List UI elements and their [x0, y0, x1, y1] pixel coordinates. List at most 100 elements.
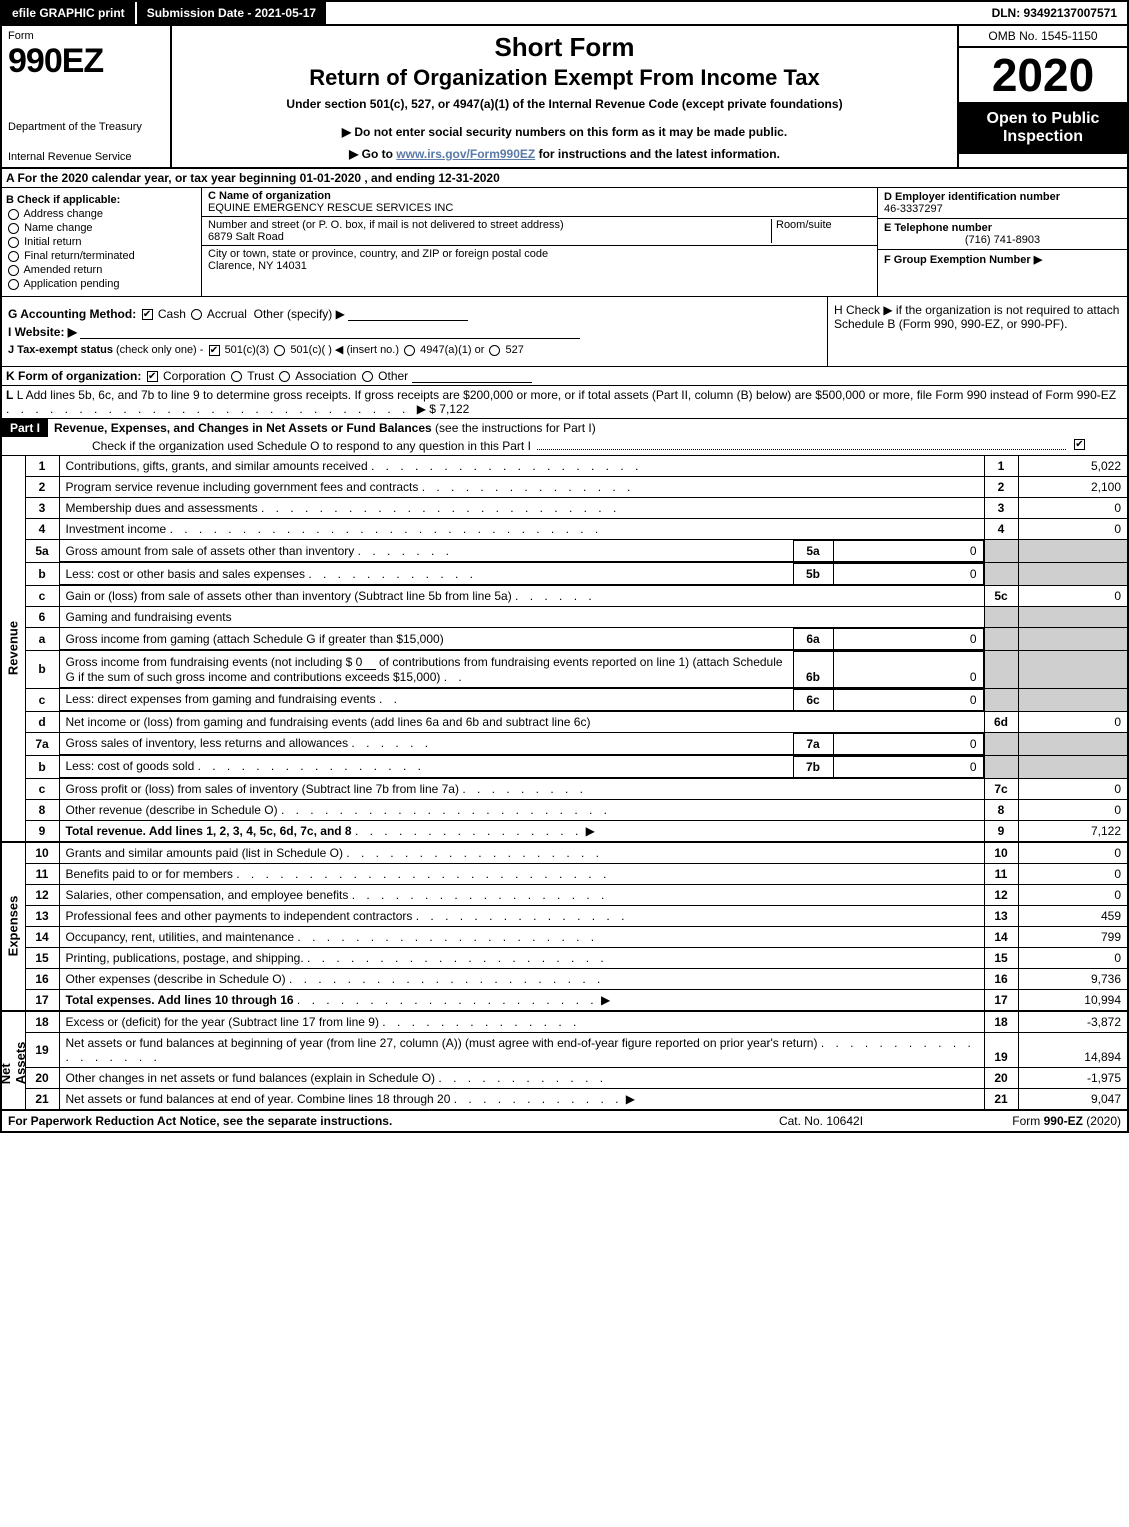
check-cash[interactable]: ✔: [142, 309, 153, 320]
check-schedule-o[interactable]: ✔: [1074, 439, 1085, 450]
page-footer: For Paperwork Reduction Act Notice, see …: [0, 1110, 1129, 1133]
footer-paperwork: For Paperwork Reduction Act Notice, see …: [8, 1114, 721, 1128]
form-meta-box: OMB No. 1545-1150 2020 Open to Public In…: [957, 26, 1127, 167]
l6b-amt-gray: [1018, 651, 1128, 689]
line-13: 13 Professional fees and other payments …: [1, 905, 1128, 926]
section-def: D Employer identification number 46-3337…: [877, 188, 1127, 296]
l6-num: 6: [25, 607, 59, 628]
l5a-text: Gross amount from sale of assets other t…: [66, 544, 355, 558]
l15-box: 15: [984, 947, 1018, 968]
check-501c[interactable]: [274, 345, 285, 356]
l2-num: 2: [25, 477, 59, 498]
l19-text: Net assets or fund balances at beginning…: [66, 1036, 818, 1050]
line-18: Net Assets 18 Excess or (deficit) for th…: [1, 1011, 1128, 1033]
line-7b: b Less: cost of goods sold . . . . . . .…: [1, 755, 1128, 778]
goto-line: ▶ Go to www.irs.gov/Form990EZ for instru…: [349, 147, 780, 161]
check-initial-return[interactable]: [8, 237, 19, 248]
section-g-left: G Accounting Method: ✔ Cash Accrual Othe…: [2, 297, 827, 366]
section-c: C Name of organization EQUINE EMERGENCY …: [202, 188, 877, 296]
l6c-amt-gray: [1018, 688, 1128, 711]
sidecat-netassets: Net Assets: [1, 1011, 25, 1110]
l19-box: 19: [984, 1032, 1018, 1067]
l7a-amt-gray: [1018, 732, 1128, 755]
l17-text: Total expenses. Add lines 10 through 16: [66, 993, 294, 1007]
l9-num: 9: [25, 820, 59, 842]
line-6c: c Less: direct expenses from gaming and …: [1, 688, 1128, 711]
l3-box: 3: [984, 498, 1018, 519]
line-16: 16 Other expenses (describe in Schedule …: [1, 968, 1128, 989]
check-association[interactable]: [279, 371, 290, 382]
l8-num: 8: [25, 799, 59, 820]
l19-amt: 14,894: [1018, 1032, 1128, 1067]
l2-text: Program service revenue including govern…: [66, 480, 419, 494]
l14-box: 14: [984, 926, 1018, 947]
l7a-box-gray: [984, 732, 1018, 755]
l18-amt: -3,872: [1018, 1011, 1128, 1033]
l6b-val: 0: [356, 655, 376, 670]
l-text: L Add lines 5b, 6c, and 7b to line 9 to …: [17, 388, 1116, 402]
check-accrual[interactable]: [191, 309, 202, 320]
l3-text: Membership dues and assessments: [66, 501, 258, 515]
line-5b: b Less: cost or other basis and sales ex…: [1, 563, 1128, 586]
line-6b: b Gross income from fundraising events (…: [1, 651, 1128, 689]
check-corporation[interactable]: ✔: [147, 371, 158, 382]
lbl-accrual: Accrual: [207, 307, 247, 321]
dln: DLN: 93492137007571: [982, 2, 1127, 24]
line-5c: c Gain or (loss) from sale of assets oth…: [1, 586, 1128, 607]
check-application-pending[interactable]: [8, 279, 19, 290]
info-block: B Check if applicable: Address change Na…: [0, 188, 1129, 297]
check-other-org[interactable]: [362, 371, 373, 382]
check-amended-return[interactable]: [8, 265, 19, 276]
check-501c3[interactable]: ✔: [209, 345, 220, 356]
org-city: Clarence, NY 14031: [208, 260, 871, 272]
l2-box: 2: [984, 477, 1018, 498]
website-input[interactable]: [80, 325, 580, 339]
l7b-num: b: [25, 755, 59, 778]
l5a-amt-gray: [1018, 540, 1128, 563]
line-20: 20 Other changes in net assets or fund b…: [1, 1067, 1128, 1088]
line-9: 9 Total revenue. Add lines 1, 2, 3, 4, 5…: [1, 820, 1128, 842]
f-label: F Group Exemption Number ▶: [884, 253, 1121, 266]
l6-box-gray: [984, 607, 1018, 628]
l6c-text: Less: direct expenses from gaming and fu…: [66, 692, 376, 706]
l6b-text1: Gross income from fundraising events (no…: [66, 655, 353, 669]
check-name-change[interactable]: [8, 223, 19, 234]
check-trust[interactable]: [231, 371, 242, 382]
form-title-box: Short Form Return of Organization Exempt…: [172, 26, 957, 167]
l6d-num: d: [25, 711, 59, 732]
l5c-amt: 0: [1018, 586, 1128, 607]
l5b-text: Less: cost or other basis and sales expe…: [66, 567, 305, 581]
dept-treasury: Department of the Treasury: [8, 121, 164, 133]
l6a-box-gray: [984, 628, 1018, 651]
check-address-change[interactable]: [8, 209, 19, 220]
irs-link[interactable]: www.irs.gov/Form990EZ: [396, 147, 535, 161]
line-21: 21 Net assets or fund balances at end of…: [1, 1088, 1128, 1109]
part1-sub: (see the instructions for Part I): [435, 421, 596, 435]
g-other-input[interactable]: [348, 307, 468, 321]
l7c-amt: 0: [1018, 778, 1128, 799]
form-number: 990EZ: [8, 42, 164, 81]
line-10: Expenses 10 Grants and similar amounts p…: [1, 842, 1128, 864]
l5a-ibox: 5a: [793, 541, 833, 562]
l16-box: 16: [984, 968, 1018, 989]
check-4947[interactable]: [404, 345, 415, 356]
goto-pre: ▶ Go to: [349, 147, 396, 161]
l13-box: 13: [984, 905, 1018, 926]
l-amount: ▶ $ 7,122: [417, 402, 470, 416]
l20-num: 20: [25, 1067, 59, 1088]
lbl-corporation: Corporation: [163, 369, 226, 383]
l12-box: 12: [984, 884, 1018, 905]
part1-title: Revenue, Expenses, and Changes in Net As…: [54, 421, 432, 435]
k-other-input[interactable]: [412, 369, 532, 383]
l4-text: Investment income: [66, 522, 167, 536]
efile-print-button[interactable]: efile GRAPHIC print: [2, 2, 137, 24]
l5c-box: 5c: [984, 586, 1018, 607]
check-527[interactable]: [489, 345, 500, 356]
l20-amt: -1,975: [1018, 1067, 1128, 1088]
check-final-return[interactable]: [8, 251, 19, 262]
l5a-num: 5a: [25, 540, 59, 563]
l6c-iamt: 0: [833, 689, 983, 710]
part1-checkline: Check if the organization used Schedule …: [92, 439, 531, 453]
l4-num: 4: [25, 519, 59, 540]
l18-num: 18: [25, 1011, 59, 1033]
